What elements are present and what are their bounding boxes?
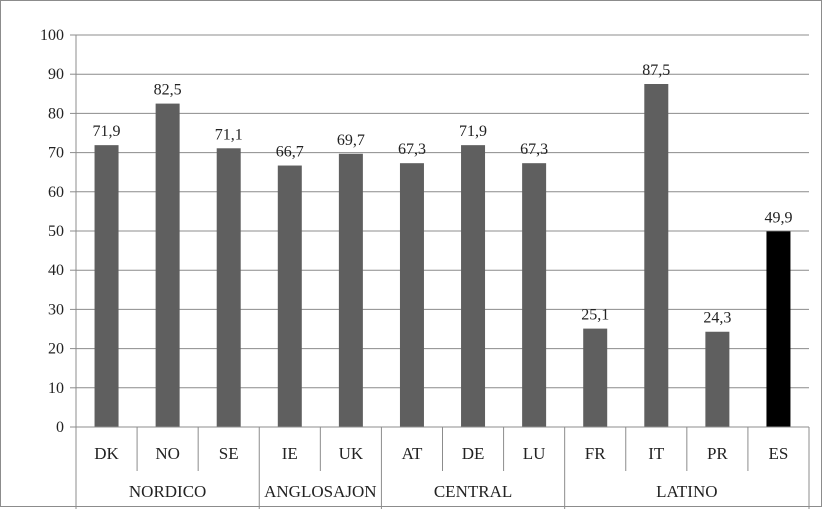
data-label-de: 71,9: [459, 123, 487, 140]
bar-fr: [583, 328, 608, 427]
y-tick-label-0: 0: [56, 419, 64, 436]
y-tick-label-80: 80: [48, 105, 64, 122]
group-label-anglosajon: ANGLOSAJON: [264, 482, 376, 501]
y-tick-label-10: 10: [48, 380, 64, 397]
y-tick-label-60: 60: [48, 184, 64, 201]
bar-ie: [277, 165, 302, 427]
bar-es: [766, 231, 791, 427]
y-tick-label-20: 20: [48, 341, 64, 358]
data-label-pr: 24,3: [703, 310, 731, 327]
data-label-it: 87,5: [642, 62, 670, 79]
category-label-it: IT: [648, 444, 665, 463]
group-label-latino: LATINO: [656, 482, 717, 501]
bar-pr: [705, 331, 730, 427]
bar-uk: [338, 153, 363, 427]
data-label-ie: 66,7: [276, 144, 304, 161]
data-label-no: 82,5: [154, 82, 182, 99]
category-label-at: AT: [402, 444, 423, 463]
data-label-lu: 67,3: [520, 141, 548, 158]
y-tick-label-50: 50: [48, 223, 64, 240]
y-tick-label-70: 70: [48, 145, 64, 162]
bar-se: [216, 148, 241, 427]
category-label-ie: IE: [282, 444, 298, 463]
category-label-se: SE: [219, 444, 239, 463]
y-tick-label-30: 30: [48, 301, 64, 318]
category-label-fr: FR: [585, 444, 606, 463]
category-label-es: ES: [769, 444, 789, 463]
data-label-uk: 69,7: [337, 132, 365, 149]
data-label-at: 67,3: [398, 141, 426, 158]
bar-dk: [94, 145, 119, 428]
bar-lu: [522, 163, 547, 427]
y-tick-label-100: 100: [40, 27, 64, 44]
category-label-dk: DK: [94, 444, 119, 463]
y-tick-label-40: 40: [48, 262, 64, 279]
bar-it: [644, 84, 669, 427]
data-label-fr: 25,1: [581, 307, 609, 324]
bar-at: [399, 163, 424, 427]
group-label-nordico: NORDICO: [129, 482, 206, 501]
y-tick-label-90: 90: [48, 66, 64, 83]
data-label-se: 71,1: [215, 126, 243, 143]
data-label-dk: 71,9: [93, 123, 121, 140]
data-label-es: 49,9: [764, 209, 792, 226]
category-label-no: NO: [155, 444, 180, 463]
bar-de: [461, 145, 486, 428]
category-label-lu: LU: [523, 444, 546, 463]
bar-no: [155, 103, 180, 427]
category-label-uk: UK: [339, 444, 364, 463]
group-label-central: CENTRAL: [434, 482, 512, 501]
category-label-de: DE: [462, 444, 485, 463]
category-label-pr: PR: [707, 444, 728, 463]
